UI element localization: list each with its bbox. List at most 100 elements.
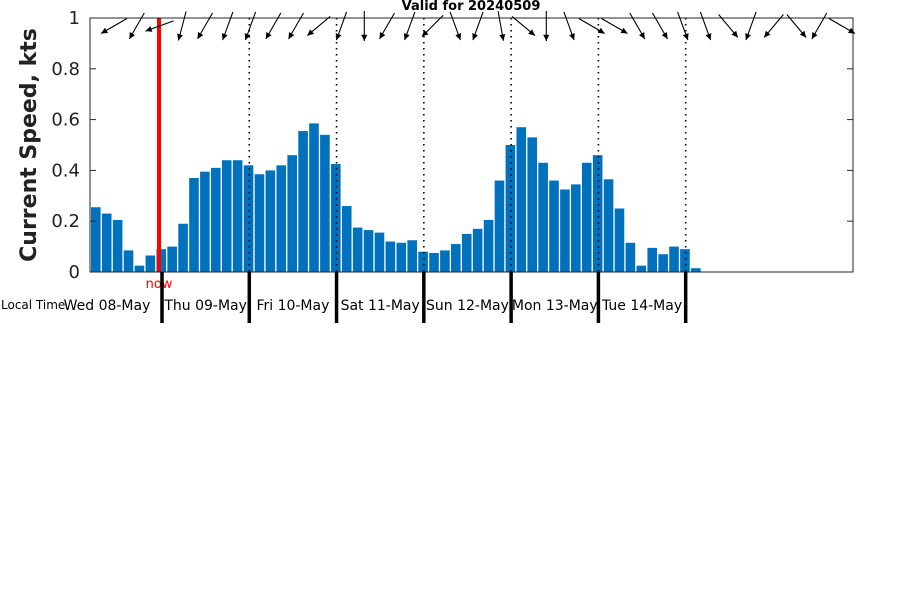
direction-arrow <box>128 12 145 40</box>
plot-frame <box>89 17 854 273</box>
bar <box>407 240 417 272</box>
direction-arrow-head <box>528 29 535 36</box>
direction-arrow <box>677 11 689 41</box>
direction-arrow <box>379 12 395 40</box>
bar <box>123 250 134 272</box>
direction-arrow-head <box>335 33 342 41</box>
direction-arrow <box>177 11 187 41</box>
day-label: Mon 13-May <box>512 298 598 314</box>
bar <box>211 167 221 272</box>
bar <box>112 219 123 272</box>
direction-arrow <box>265 12 282 40</box>
y-axis-label: Current Speed, kts <box>17 28 42 262</box>
direction-arrow-head <box>101 27 108 34</box>
direction-arrow-head <box>499 34 506 41</box>
direction-arrow-head <box>197 32 204 39</box>
direction-arrow-head <box>764 30 771 38</box>
y-tick-label: 0 <box>69 262 80 283</box>
bar <box>276 165 287 272</box>
direction-arrow <box>745 11 757 41</box>
direction-arrow-head <box>129 32 135 39</box>
bar <box>440 250 450 272</box>
bar <box>614 208 625 272</box>
bar <box>461 233 472 272</box>
now-marker: now <box>146 18 173 292</box>
bar <box>352 227 363 272</box>
direction-arrow <box>449 11 462 41</box>
direction-arrow-head <box>403 33 410 41</box>
y-axis: 0 0.2 0.4 0.6 0.8 1 <box>51 8 853 283</box>
direction-arrow-head <box>639 32 645 39</box>
direction-arrow <box>403 11 416 41</box>
direction-arrow <box>543 11 550 41</box>
direction-arrow-head <box>361 34 368 41</box>
direction-arrow <box>811 12 828 40</box>
direction-arrow <box>629 12 646 40</box>
chart-title: Valid for 20240509 <box>402 0 541 14</box>
bar <box>265 170 276 272</box>
direction-arrow-head <box>177 33 183 41</box>
day-label: Tue 14-May <box>601 298 682 314</box>
direction-arrow <box>699 11 712 41</box>
x-axis-label: Local Time <box>1 298 65 312</box>
bar <box>691 268 701 272</box>
direction-arrow <box>421 15 444 37</box>
direction-arrow-head <box>682 33 689 41</box>
bar <box>658 254 668 272</box>
direction-arrow-head <box>244 33 251 41</box>
bar <box>189 178 199 272</box>
bar <box>331 164 341 272</box>
now-label: now <box>146 277 173 292</box>
bar <box>429 252 439 272</box>
bar <box>603 179 614 272</box>
bar <box>363 230 374 272</box>
direction-arrow-head <box>307 29 314 36</box>
bar <box>287 155 297 272</box>
bar <box>636 265 647 272</box>
direction-arrow-head <box>221 33 228 41</box>
direction-arrow <box>601 18 628 34</box>
direction-arrow <box>197 12 213 40</box>
y-tick-label: 0.4 <box>51 160 80 181</box>
bar <box>538 162 548 272</box>
bar <box>145 255 156 272</box>
direction-arrow-head <box>472 33 478 41</box>
direction-arrow-head <box>799 30 807 38</box>
bar <box>232 160 243 272</box>
day-label: Fri 10-May <box>256 298 329 314</box>
bar <box>505 145 516 272</box>
bar <box>385 241 396 272</box>
direction-arrow-head <box>731 30 738 38</box>
bar <box>560 189 570 272</box>
bar-series <box>91 123 701 272</box>
bar <box>592 155 603 272</box>
y-tick-label: 0.8 <box>51 59 80 80</box>
direction-arrow-head <box>705 33 712 41</box>
day-label: Thu 09-May <box>163 298 247 314</box>
direction-arrow <box>578 18 605 34</box>
bar <box>298 131 308 272</box>
bar <box>472 228 483 272</box>
y-tick-label: 1 <box>69 8 80 29</box>
bar <box>647 247 658 272</box>
bar <box>527 137 537 272</box>
bar <box>680 249 690 272</box>
direction-arrow-head <box>848 27 855 34</box>
bar <box>167 246 177 272</box>
bar <box>178 223 188 272</box>
bar <box>483 219 494 272</box>
direction-arrow <box>288 12 304 40</box>
direction-arrow <box>472 11 484 41</box>
x-axis: Wed 08-May Thu 09-May Fri 10-May Sat 11-May… <box>64 272 688 323</box>
bar <box>374 232 385 272</box>
direction-arrow <box>511 15 536 37</box>
bar <box>669 246 679 272</box>
direction-arrow <box>652 12 668 40</box>
direction-arrow-head <box>421 30 429 37</box>
bar <box>418 251 428 272</box>
direction-arrow-head <box>543 34 550 41</box>
direction-arrow <box>335 11 348 41</box>
direction-arrow <box>244 11 257 41</box>
bar <box>200 171 210 272</box>
